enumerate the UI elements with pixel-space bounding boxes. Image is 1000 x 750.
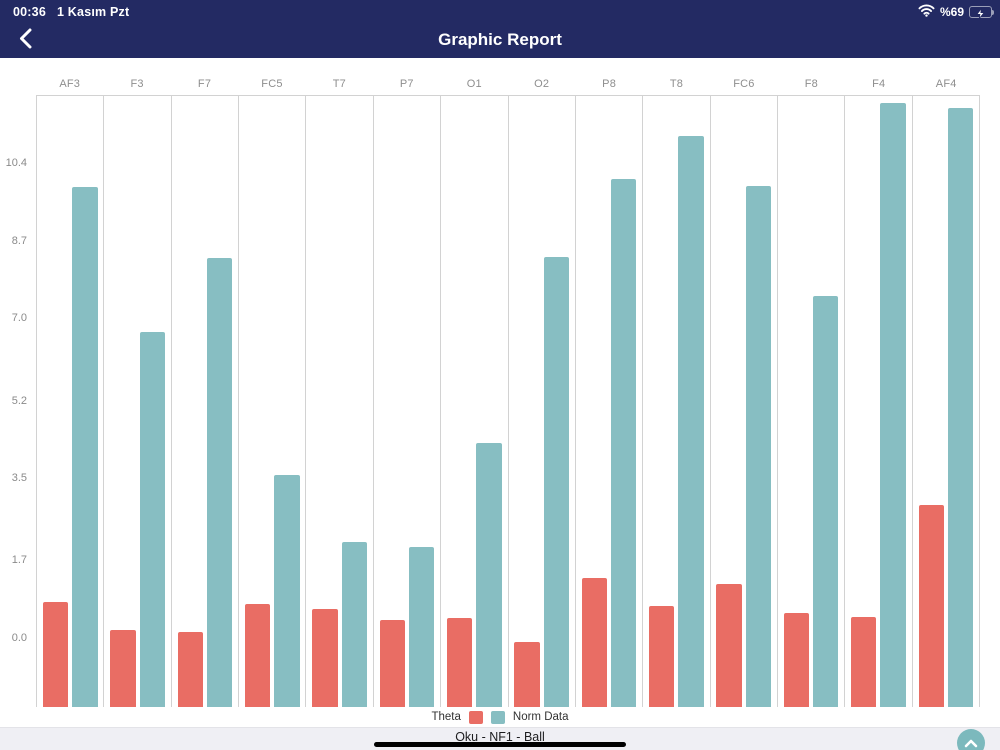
theta-bar (783, 613, 810, 707)
theta-bar (312, 609, 338, 707)
y-axis: 10.4 8.7 7.0 5.2 3.5 1.7 0.0 (0, 95, 30, 707)
norm-data-bar (476, 443, 502, 707)
battery-percent: %69 (939, 5, 964, 19)
plot-column-f7 (172, 96, 240, 707)
theta-bar (110, 629, 136, 707)
y-axis-tick-label: 7.0 (11, 312, 27, 325)
norm-data-bar (206, 257, 233, 707)
legend-label-theta: Theta (431, 711, 461, 723)
scroll-to-top-button[interactable] (957, 729, 985, 750)
column-header-row: AF3 F3 F7 FC5 T7 P7 O1 O2 P8 T8 FC6 F8 F4 AF4 (36, 58, 980, 95)
column-header-o1: O1 (466, 78, 482, 90)
norm-data-bar (880, 102, 906, 707)
bar-chart: 10.4 8.7 7.0 5.2 3.5 1.7 0.0 AF3 F3 F7 FC5 T7 P7 O1 O… (0, 58, 1000, 707)
theta-bar (514, 642, 540, 707)
plot-column-fc6 (711, 96, 778, 707)
column-header-t8: T8 (669, 78, 684, 90)
status-right: %69 (918, 4, 994, 20)
plot-column-f8 (778, 96, 846, 707)
back-button[interactable] (10, 25, 40, 55)
plot-column-p8 (576, 96, 644, 707)
column-header-p8: P8 (602, 78, 617, 90)
legend-label-norm-data: Norm Data (512, 711, 569, 723)
chart-legend: Theta Norm Data (0, 707, 1000, 727)
column-header-o2: O2 (534, 78, 550, 90)
theta-bar (649, 606, 675, 707)
column-header-fc5: FC5 (261, 78, 283, 90)
norm-data-bar (611, 178, 637, 707)
wifi-icon (918, 4, 935, 20)
norm-data-legend-swatch (490, 710, 505, 724)
theta-bar (716, 584, 742, 707)
plot-column-t8 (643, 96, 711, 707)
plot-column-af3 (37, 96, 105, 707)
column-header-f8: F8 (804, 78, 818, 90)
theta-bar (379, 620, 405, 707)
page-title: Graphic Report (438, 29, 562, 49)
plot-column-f3 (104, 96, 172, 707)
theta-bar (581, 578, 608, 707)
theta-bar (918, 504, 944, 707)
norm-data-bar (947, 107, 974, 707)
y-axis-tick-label: 0.0 (11, 632, 27, 645)
plot-column-o1 (441, 96, 509, 707)
column-header-af4: AF4 (935, 78, 957, 90)
home-indicator[interactable] (374, 742, 626, 747)
plot-area (36, 95, 981, 707)
y-axis-tick-label: 3.5 (11, 472, 27, 485)
plot-column-o2 (509, 96, 576, 707)
theta-bar (42, 602, 69, 707)
column-header-f3: F3 (130, 78, 144, 90)
column-header-p7: P7 (399, 78, 414, 90)
plot-column-t7 (306, 96, 374, 707)
status-bar: 00:36 1 Kasım Pzt %69 (0, 0, 1000, 21)
norm-data-bar (408, 546, 435, 707)
column-header-t7: T7 (332, 78, 347, 90)
plot-column-fc5 (239, 96, 307, 707)
norm-data-bar (139, 331, 165, 707)
y-axis-tick-label: 1.7 (11, 554, 27, 567)
theta-bar (177, 632, 203, 707)
norm-data-bar (745, 185, 772, 707)
plot-column-f4 (845, 96, 913, 707)
battery-charging-icon (969, 6, 994, 19)
chevron-left-icon (19, 28, 32, 52)
navigation-bar: Graphic Report (0, 21, 1000, 58)
y-axis-tick-label: 8.7 (11, 234, 27, 247)
column-header-fc6: FC6 (733, 78, 755, 90)
y-axis-tick-label: 10.4 (5, 157, 27, 170)
norm-data-bar (543, 256, 570, 707)
theta-legend-swatch (468, 710, 483, 724)
column-header-f4: F4 (872, 78, 886, 90)
theta-bar (851, 617, 877, 707)
column-header-f7: F7 (197, 78, 212, 90)
norm-data-bar (813, 295, 839, 707)
chart-container: 10.4 8.7 7.0 5.2 3.5 1.7 0.0 AF3 F3 F7 FC5 T7 P7 O1 O… (0, 58, 1000, 727)
norm-data-bar (341, 542, 367, 707)
chevron-up-icon (964, 736, 978, 750)
norm-data-bar (678, 136, 704, 707)
norm-data-bar (274, 475, 300, 707)
plot-column-af4 (913, 96, 981, 707)
plot-column-p7 (374, 96, 442, 707)
theta-bar (244, 604, 271, 707)
status-date: 1 Kasım Pzt (56, 5, 130, 19)
column-header-af3: AF3 (59, 78, 81, 90)
status-left: 00:36 1 Kasım Pzt (13, 5, 129, 19)
norm-data-bar (72, 186, 98, 707)
top-bar: 00:36 1 Kasım Pzt %69 (0, 0, 1000, 58)
theta-bar (446, 618, 473, 707)
status-time: 00:36 (13, 5, 46, 19)
session-title: Oku - NF1 - Ball (455, 730, 545, 744)
y-axis-tick-label: 5.2 (11, 394, 27, 407)
bottom-bar: Oku - NF1 - Ball (0, 727, 1000, 750)
